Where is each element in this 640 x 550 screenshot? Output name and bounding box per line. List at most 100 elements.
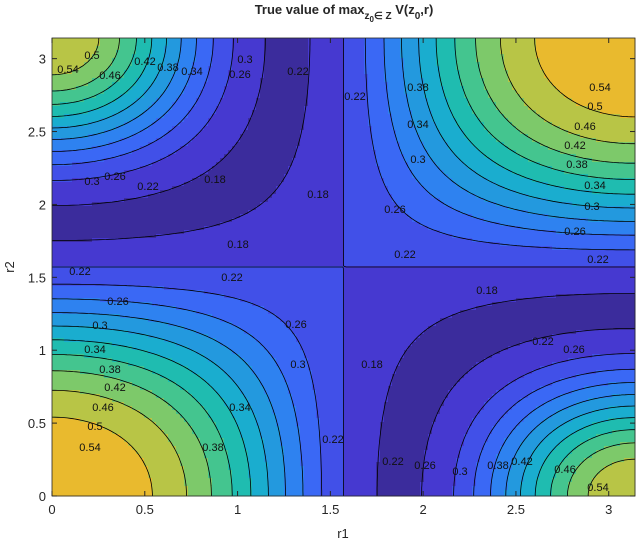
band-cell bbox=[132, 86, 137, 91]
band-cell bbox=[108, 430, 113, 435]
band-cell bbox=[104, 234, 109, 239]
band-cell bbox=[192, 342, 197, 347]
band-cell bbox=[192, 274, 197, 279]
band-cell bbox=[76, 398, 81, 403]
band-cell bbox=[112, 318, 117, 323]
band-cell bbox=[80, 426, 85, 431]
band-cell bbox=[208, 278, 213, 283]
band-cell bbox=[212, 470, 217, 475]
band-cell bbox=[88, 338, 93, 343]
band-cell bbox=[92, 262, 97, 267]
band-cell bbox=[52, 86, 57, 91]
band-cell bbox=[156, 318, 161, 323]
band-cell bbox=[132, 470, 137, 475]
band-cell bbox=[128, 198, 133, 203]
band-cell bbox=[196, 214, 201, 219]
band-cell bbox=[116, 50, 121, 55]
band-cell bbox=[196, 430, 201, 435]
band-cell bbox=[128, 122, 133, 127]
band-cell bbox=[216, 178, 221, 183]
band-cell bbox=[84, 258, 89, 263]
band-cell bbox=[220, 462, 225, 467]
band-cell bbox=[212, 214, 217, 219]
band-cell bbox=[100, 214, 105, 219]
band-cell bbox=[204, 366, 209, 371]
band-cell bbox=[176, 378, 181, 383]
band-cell bbox=[52, 214, 57, 219]
band-cell bbox=[92, 342, 97, 347]
band-cell bbox=[76, 378, 81, 383]
band-cell bbox=[92, 178, 97, 183]
band-cell bbox=[88, 290, 93, 295]
band-cell bbox=[164, 334, 169, 339]
band-cell bbox=[68, 322, 73, 327]
band-cell bbox=[196, 202, 201, 207]
band-cell bbox=[136, 298, 141, 303]
band-cell bbox=[88, 454, 93, 459]
band-cell bbox=[224, 78, 229, 83]
band-cell bbox=[92, 182, 97, 187]
band-cell bbox=[200, 322, 205, 327]
band-cell bbox=[188, 490, 193, 495]
band-cell bbox=[52, 414, 57, 419]
band-cell bbox=[160, 218, 165, 223]
band-cell bbox=[140, 54, 145, 59]
band-cell bbox=[180, 262, 185, 267]
band-cell bbox=[208, 102, 213, 107]
band-cell bbox=[84, 350, 89, 355]
band-cell bbox=[68, 154, 73, 159]
band-cell bbox=[140, 50, 145, 55]
band-cell bbox=[136, 118, 141, 123]
band-cell bbox=[56, 462, 61, 467]
band-cell bbox=[216, 454, 221, 459]
band-cell bbox=[180, 270, 185, 275]
band-cell bbox=[64, 478, 69, 483]
band-cell bbox=[52, 358, 57, 363]
band-cell bbox=[220, 430, 225, 435]
band-cell bbox=[52, 106, 57, 111]
band-cell bbox=[192, 198, 197, 203]
band-cell bbox=[156, 266, 161, 271]
band-cell bbox=[160, 442, 165, 447]
band-cell bbox=[72, 194, 77, 199]
band-cell bbox=[200, 174, 205, 179]
band-cell bbox=[156, 150, 161, 155]
band-cell bbox=[216, 158, 221, 163]
band-cell bbox=[172, 442, 177, 447]
band-cell bbox=[164, 142, 169, 147]
band-cell bbox=[176, 118, 181, 123]
band-cell bbox=[104, 458, 109, 463]
band-cell bbox=[124, 350, 129, 355]
band-cell bbox=[56, 322, 61, 327]
band-cell bbox=[176, 362, 181, 367]
band-cell bbox=[168, 274, 173, 279]
band-cell bbox=[144, 322, 149, 327]
band-cell bbox=[84, 62, 89, 67]
band-cell bbox=[132, 330, 137, 335]
band-cell bbox=[64, 378, 69, 383]
band-cell bbox=[176, 70, 181, 75]
band-cell bbox=[200, 346, 205, 351]
band-cell bbox=[104, 306, 109, 311]
band-cell bbox=[148, 230, 153, 235]
band-cell bbox=[188, 338, 193, 343]
band-cell bbox=[100, 454, 105, 459]
band-cell bbox=[68, 450, 73, 455]
band-cell bbox=[160, 58, 165, 63]
band-cell bbox=[140, 150, 145, 155]
band-cell bbox=[172, 418, 177, 423]
band-cell bbox=[224, 146, 229, 151]
band-cell bbox=[204, 478, 209, 483]
band-cell bbox=[96, 410, 101, 415]
band-cell bbox=[52, 82, 57, 87]
band-cell bbox=[164, 362, 169, 367]
band-cell bbox=[152, 218, 157, 223]
band-cell bbox=[144, 482, 149, 487]
band-cell bbox=[124, 326, 129, 331]
band-cell bbox=[60, 142, 65, 147]
band-cell bbox=[208, 426, 213, 431]
band-cell bbox=[168, 70, 173, 75]
band-cell bbox=[56, 206, 61, 211]
band-cell bbox=[196, 298, 201, 303]
band-cell bbox=[188, 282, 193, 287]
